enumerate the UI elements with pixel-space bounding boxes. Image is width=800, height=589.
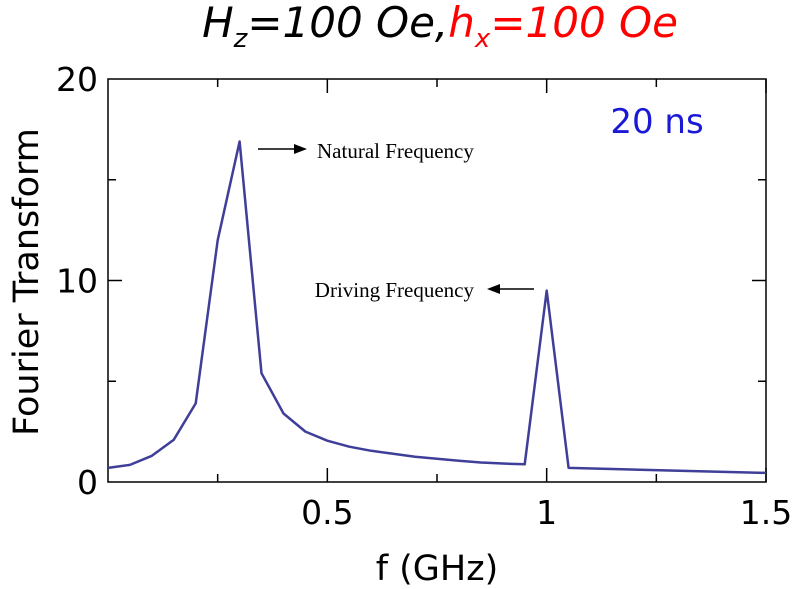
y-tick-label: 0 [77, 463, 98, 502]
y-axis-label: Fourier Transform [7, 128, 47, 436]
annotation-driving-frequency: Driving Frequency [315, 278, 475, 302]
tick-labels: 0.5 1 1.5 0 10 20 [56, 60, 792, 532]
series-line [107, 140, 767, 475]
title-field-1: H [202, 0, 234, 47]
y-tick-label: 20 [56, 60, 98, 99]
axis-ticks [108, 79, 767, 482]
chart-title: Hz=100 Oe,hx=100 Oe [202, 0, 678, 54]
title-field-1-subscript: z [233, 24, 249, 54]
arrow-left-icon [487, 284, 534, 294]
x-axis-label: f (GHz) [376, 549, 499, 589]
x-tick-label: 1.5 [740, 493, 792, 532]
x-tick-label: 1 [536, 493, 557, 532]
duration-label: 20 ns [610, 102, 703, 142]
title-field-2-subscript: x [474, 24, 491, 54]
arrow-right-icon [258, 144, 307, 154]
y-tick-label: 10 [56, 262, 98, 301]
annotation-natural-frequency: Natural Frequency [317, 139, 474, 163]
title-field-2: h [448, 0, 475, 47]
x-tick-label: 0.5 [301, 493, 353, 532]
title-field-1-value: =100 Oe, [247, 0, 448, 47]
title-field-2-value: =100 Oe [490, 0, 678, 47]
